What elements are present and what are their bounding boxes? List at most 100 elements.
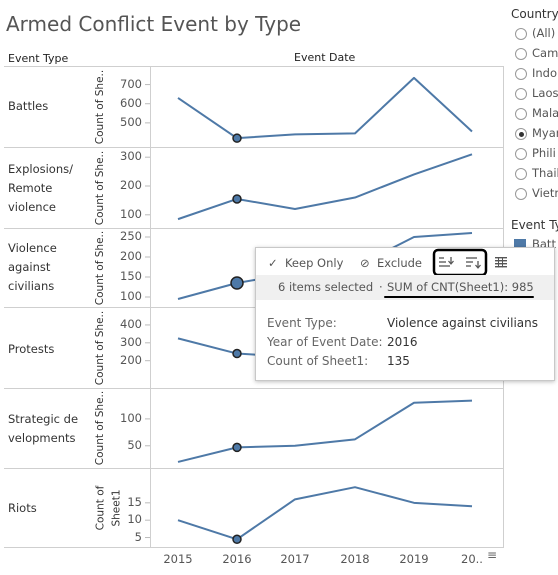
sum-underline <box>384 296 534 298</box>
row-label: Riots <box>8 499 88 518</box>
country-option-label[interactable]: Thail <box>532 166 558 180</box>
row-label-line: Remote <box>8 181 53 195</box>
sum-text: SUM of CNT(Sheet1): 985 <box>387 280 534 294</box>
country-option-label[interactable]: Mala <box>532 106 558 120</box>
row-label-line: violence <box>8 200 56 214</box>
legend-swatch[interactable] <box>514 239 526 249</box>
keep-only-label: Keep Only <box>284 256 344 270</box>
series-line[interactable] <box>177 153 473 221</box>
x-tick-label: 2019 <box>399 552 429 566</box>
country-radio[interactable] <box>515 68 527 80</box>
series-line[interactable] <box>177 76 473 140</box>
row-label: Battles <box>8 97 88 116</box>
x-tick-label: 2017 <box>280 552 310 566</box>
event-type-header: Event Type <box>8 52 69 65</box>
data-point-marker[interactable] <box>232 133 242 143</box>
y-tick-label: 200 <box>120 249 142 263</box>
event-type-legend-title: Event Ty <box>511 218 558 232</box>
tooltip-field-value: 2016 <box>387 335 418 349</box>
y-tick-label: 100 <box>120 410 142 425</box>
series-line[interactable] <box>177 486 473 541</box>
country-option-label[interactable]: Laos <box>532 86 558 100</box>
country-radio[interactable] <box>515 108 527 120</box>
country-radio[interactable] <box>515 168 527 180</box>
page-title: Armed Conflict Event by Type <box>6 12 302 36</box>
tooltip-field-name: Count of Sheet1: <box>267 354 369 368</box>
row-label-line: Battles <box>8 99 49 113</box>
y-axis-title: Count of She.. <box>94 390 107 466</box>
exclude-label: Exclude <box>376 256 423 270</box>
country-option-label[interactable]: Vietn <box>532 186 558 200</box>
y-tick-label: 200 <box>120 352 142 367</box>
y-tick-label: 300 <box>120 149 142 164</box>
y-tick-label: 5 <box>134 529 142 544</box>
selected-count: 6 items selected <box>278 280 374 294</box>
y-tick-label: 100 <box>120 289 142 303</box>
row-divider <box>4 307 504 308</box>
y-tick-label: 100 <box>120 206 142 221</box>
x-tick-label: 20.. <box>461 552 483 566</box>
sort-descending-icon[interactable] <box>464 255 482 271</box>
event-date-header: Event Date <box>294 51 356 64</box>
row-label: Strategic de velopments <box>8 410 88 448</box>
y-tick-label: 600 <box>120 95 142 110</box>
y-tick-label: 250 <box>120 229 142 243</box>
bottom-border <box>4 547 504 548</box>
data-point-marker[interactable] <box>232 348 242 359</box>
country-filter-title: Country <box>511 7 558 21</box>
header-divider <box>4 66 504 67</box>
country-radio[interactable] <box>515 188 527 200</box>
x-tick-label: 2015 <box>163 552 193 566</box>
country-radio[interactable] <box>515 128 527 140</box>
row-label: Violence against civilians <box>8 239 88 296</box>
data-point-marker[interactable] <box>232 534 242 545</box>
series-line[interactable] <box>177 399 473 463</box>
y-tick-label: 15 <box>127 494 142 509</box>
tooltip-field-name: Year of Event Date: <box>267 335 383 349</box>
selection-bar <box>256 275 554 300</box>
y-tick-label: 200 <box>120 178 142 192</box>
row-divider <box>4 228 504 229</box>
y-tick-label: 700 <box>120 76 142 91</box>
data-point-marker[interactable] <box>232 194 242 204</box>
data-point-marker[interactable] <box>232 442 242 453</box>
country-option-label[interactable]: Myan <box>532 126 558 140</box>
row-divider <box>4 468 504 469</box>
separator-dot: · <box>379 280 383 294</box>
data-point-marker[interactable] <box>230 276 244 290</box>
row-label-line: against <box>8 260 51 274</box>
row-label-line: Riots <box>8 501 37 515</box>
y-tick-label: 400 <box>120 316 142 331</box>
row-label-line: Violence <box>8 241 57 255</box>
country-radio[interactable] <box>515 148 527 160</box>
row-divider <box>4 388 504 389</box>
exclude-button[interactable]: ⊘ Exclude <box>360 256 423 270</box>
row-label: Explosions/Remote violence <box>8 160 88 217</box>
y-tick-label: 50 <box>127 437 142 452</box>
row-divider <box>4 147 504 148</box>
y-tick-label: 500 <box>120 114 142 129</box>
x-tick-label: 2016 <box>222 552 252 566</box>
keep-only-button[interactable]: ✓ Keep Only <box>268 256 344 270</box>
x-tick-label: 2018 <box>340 552 370 566</box>
row-label-line: velopments <box>8 431 76 445</box>
y-tick-label: 150 <box>120 269 142 283</box>
row-label-line: Strategic de <box>8 412 79 426</box>
country-radio[interactable] <box>515 48 527 60</box>
sort-ascending-icon[interactable] <box>437 255 455 271</box>
tooltip: ✓ Keep Only ⊘ Exclude 6 items selected ·… <box>255 247 555 381</box>
country-option-label[interactable]: Camb <box>532 46 558 60</box>
view-data-icon[interactable] <box>494 256 508 268</box>
country-radio[interactable] <box>515 88 527 100</box>
sort-icon[interactable]: ≡ <box>487 548 498 562</box>
country-radio[interactable] <box>515 28 527 40</box>
row-label-line: civilians <box>8 279 55 293</box>
tooltip-field-value: 135 <box>387 354 410 368</box>
tooltip-field-name: Event Type: <box>267 316 337 330</box>
row-label-line: Protests <box>8 342 55 356</box>
row-label: Protests <box>8 340 88 359</box>
country-option-label[interactable]: (All) <box>532 26 556 40</box>
tooltip-field-value: Violence against civilians <box>387 316 539 330</box>
country-option-label[interactable]: Indo <box>532 66 558 80</box>
country-option-label[interactable]: Phili <box>532 146 556 160</box>
